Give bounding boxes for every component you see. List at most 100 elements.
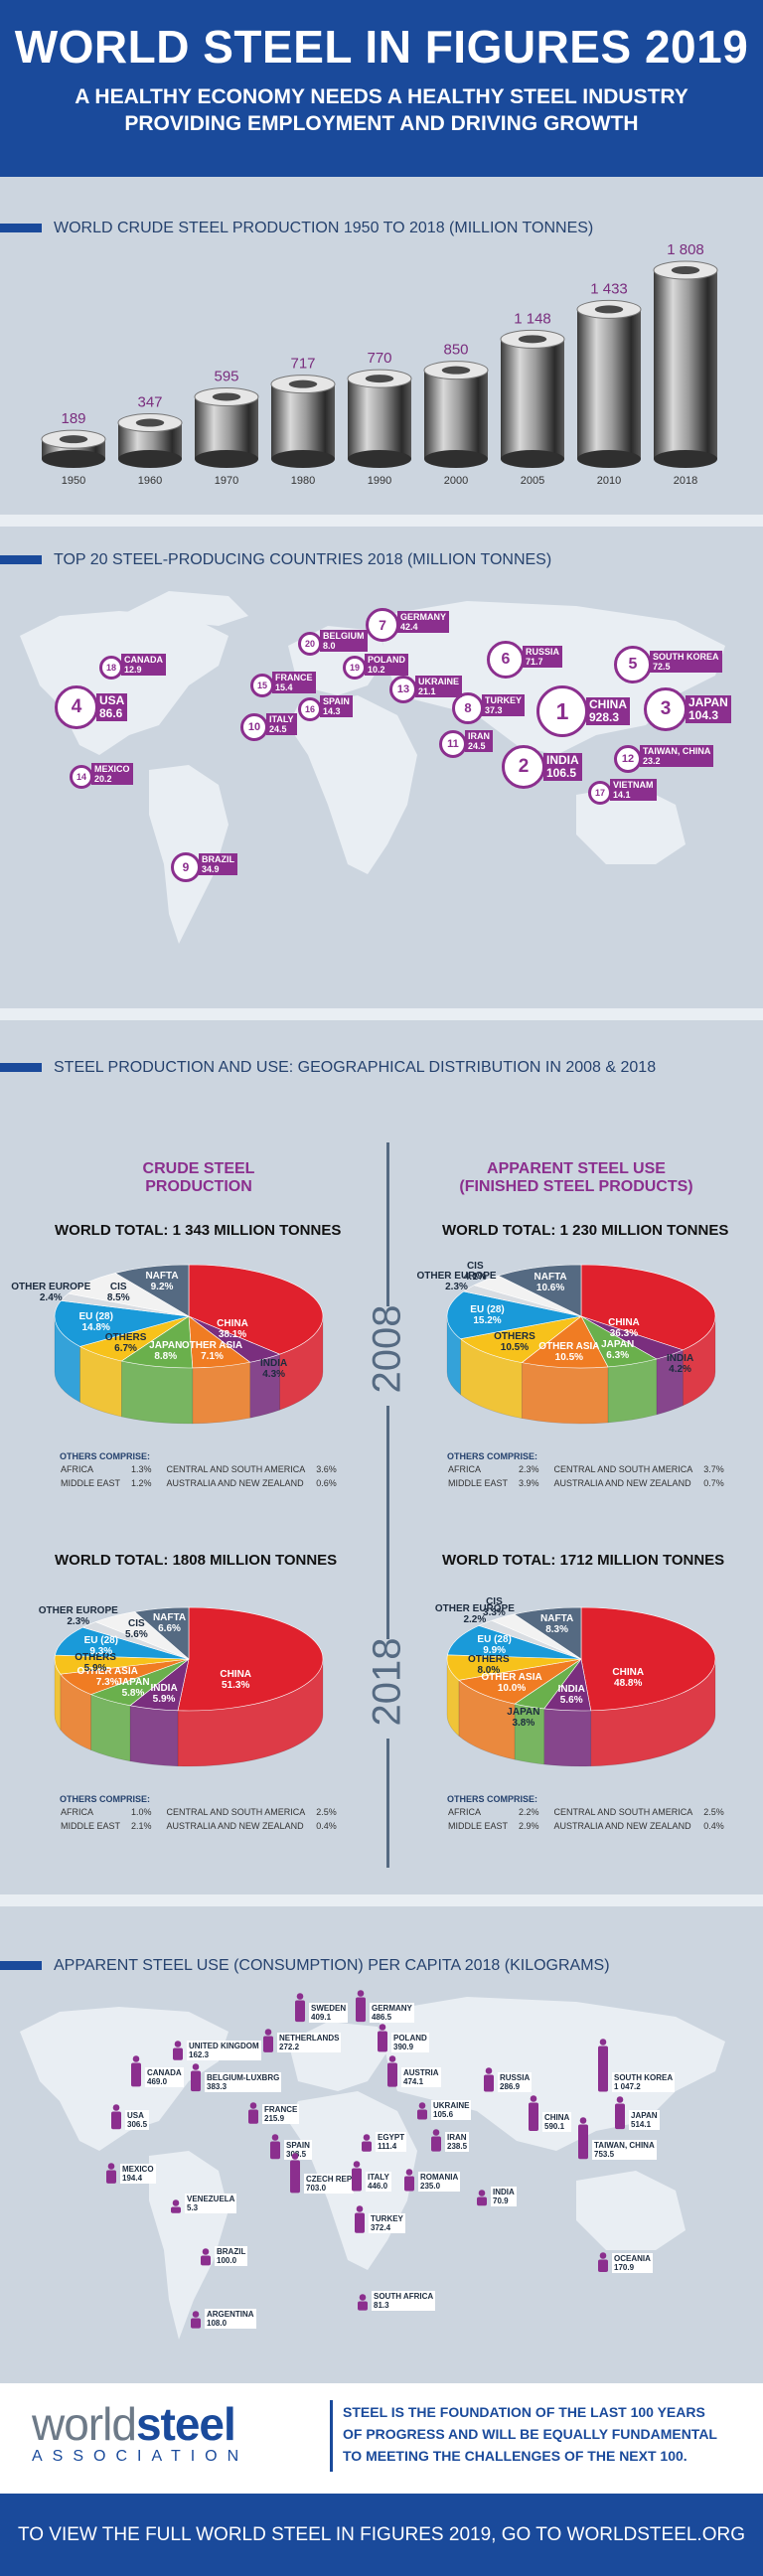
- branding-band: [0, 2383, 763, 2494]
- percapita-label: SWEDEN 409.1: [309, 2003, 349, 2023]
- logo-divider: [330, 2400, 333, 2472]
- rank-marker: 17: [588, 781, 612, 805]
- production-title: WORLD CRUDE STEEL PRODUCTION 1950 TO 201…: [0, 220, 593, 239]
- cylinder-value: 717: [290, 356, 315, 373]
- rank-marker: 14: [70, 765, 93, 789]
- cylinder-1980: [270, 375, 336, 468]
- pie-slice-top: [521, 1315, 609, 1369]
- cylinder-2000: [423, 361, 489, 468]
- person-icon: [129, 2055, 143, 2092]
- rank-marker: 9: [171, 852, 201, 882]
- slice-label: CIS 5.6%: [124, 1617, 148, 1640]
- slice-label: CHINA 48.8%: [612, 1667, 645, 1690]
- slice-label: OTHERS 10.5%: [494, 1330, 535, 1353]
- separator: [0, 1894, 763, 1906]
- slice-label: JAPAN 8.8%: [149, 1340, 183, 1363]
- separator: [0, 1008, 763, 1020]
- rank-marker: 8: [452, 692, 484, 724]
- cylinder-value: 1 433: [590, 280, 628, 297]
- slice-label: INDIA 5.9%: [150, 1683, 178, 1706]
- slice-label: EU (28) 15.2%: [470, 1304, 505, 1327]
- country-label: POLAND 10.2: [365, 654, 408, 676]
- percapita-label: ROMANIA 235.0: [418, 2172, 461, 2192]
- percapita-label: IRAN 238.5: [445, 2132, 470, 2152]
- crude-steel-heading-1: CRUDE STEEL: [142, 1160, 255, 1177]
- pie-slice-top: [188, 1264, 324, 1355]
- production-chart: 189 1950 347 1960 595 1970 717 1980 770 1990 850 20…: [41, 241, 718, 487]
- slice-label: NAFTA 10.6%: [534, 1271, 567, 1293]
- percapita-label: TAIWAN, CHINA 753.5: [592, 2140, 657, 2160]
- pie-slice-top: [54, 1299, 190, 1347]
- cylinder-value: 1 808: [667, 241, 704, 258]
- cylinder-year: 2000: [444, 475, 468, 487]
- pie-slice-side: [521, 1362, 609, 1425]
- cylinder-2005: [500, 329, 565, 468]
- cylinder-1970: [194, 386, 259, 468]
- percapita-label: UNITED KINGDOM 162.3: [187, 2041, 261, 2060]
- person-icon: [171, 2040, 185, 2065]
- year-2018-label: 2018: [365, 1637, 409, 1727]
- person-icon: [189, 2063, 203, 2097]
- slice-label: OTHERS 8.0%: [468, 1654, 510, 1677]
- person-icon: [613, 2096, 627, 2135]
- tagline: STEEL IS THE FOUNDATION OF THE LAST 100 …: [343, 2401, 717, 2467]
- country-label: MEXICO 20.2: [91, 763, 133, 785]
- pie-chart: [54, 1264, 324, 1425]
- separator: [0, 515, 763, 527]
- footer-link[interactable]: TO VIEW THE FULL WORLD STEEL IN FIGURES …: [0, 2494, 763, 2576]
- slice-label: EU (28) 9.3%: [83, 1634, 119, 1657]
- percapita-label: SOUTH KOREA 1 047.2: [612, 2072, 676, 2092]
- rank-marker: 12: [614, 745, 642, 773]
- country-label: USA 86.6: [96, 693, 128, 721]
- apparent-use-heading: APPARENT STEEL USE (FINISHED STEEL PRODU…: [452, 1160, 700, 1196]
- percapita-title-text: APPARENT STEEL USE (CONSUMPTION) PER CAP…: [54, 1957, 610, 1974]
- cylinder-value: 1 148: [514, 310, 551, 327]
- percapita-label: AUSTRIA 474.1: [401, 2067, 441, 2087]
- person-icon: [429, 2129, 443, 2157]
- pie-slice-top: [446, 1290, 582, 1340]
- percapita-label: JAPAN 514.1: [629, 2110, 660, 2130]
- slice-label: OTHER ASIA 7.1%: [181, 1340, 243, 1363]
- cylinder-year: 1980: [291, 475, 315, 487]
- others-comprise: OTHERS COMPRISE: AFRICA 1.3% CENTRAL AND SO…: [60, 1451, 337, 1488]
- title-bar-icon: [0, 224, 42, 233]
- person-icon: [288, 2153, 302, 2198]
- cylinder-year: 2018: [674, 475, 697, 487]
- percapita-label: UKRAINE 105.6: [431, 2100, 472, 2120]
- crude-steel-heading: CRUDE STEEL PRODUCTION: [99, 1160, 298, 1196]
- person-icon: [360, 2133, 374, 2157]
- slice-label: OTHERS 5.9%: [75, 1651, 116, 1674]
- others-comprise: OTHERS COMPRISE: AFRICA 2.3% CENTRAL AND SO…: [447, 1451, 724, 1488]
- slice-label: OTHER ASIA 7.3%: [76, 1666, 138, 1689]
- distribution-title-text: STEEL PRODUCTION AND USE: GEOGRAPHICAL D…: [54, 1059, 657, 1076]
- rank-marker: 20: [298, 632, 322, 656]
- slice-label: OTHER EUROPE 2.3%: [38, 1604, 118, 1627]
- world-total: WORLD TOTAL: 1 230 MILLION TONNES: [442, 1222, 729, 1239]
- center-divider: [386, 1142, 389, 1868]
- country-label: IRAN 24.5: [465, 730, 493, 752]
- person-icon: [475, 2190, 489, 2211]
- others-comprise: OTHERS COMPRISE: AFRICA 2.2% CENTRAL AND SO…: [447, 1794, 724, 1831]
- cylinder-year: 1960: [138, 475, 162, 487]
- pie-slice-top: [513, 1606, 582, 1660]
- person-icon: [261, 2028, 275, 2057]
- pie-slice-top: [55, 1626, 190, 1660]
- percapita-label: FRANCE 215.9: [262, 2104, 300, 2124]
- cylinder-year: 2010: [597, 475, 621, 487]
- logo-sub: ASSOCIATION: [32, 2448, 249, 2465]
- person-icon: [354, 1990, 368, 2028]
- person-icon: [109, 2104, 123, 2135]
- rank-marker: 15: [250, 674, 274, 697]
- header: WORLD STEEL IN FIGURES 2019 A HEALTHY EC…: [0, 0, 763, 177]
- country-label: SOUTH KOREA 72.5: [650, 651, 722, 673]
- person-icon: [199, 2248, 213, 2271]
- slice-label: INDIA 5.6%: [557, 1684, 585, 1707]
- page-title: WORLD STEEL IN FIGURES 2019: [14, 21, 749, 73]
- pie-slice-top: [497, 1264, 582, 1317]
- country-label: BRAZIL 34.9: [199, 853, 237, 875]
- rank-marker: 11: [439, 730, 467, 758]
- slice-label: EU (28) 9.9%: [477, 1634, 512, 1657]
- slice-label: CHINA 51.3%: [220, 1668, 252, 1691]
- slice-label: OTHERS 6.7%: [104, 1331, 147, 1354]
- pie-chart: [446, 1264, 716, 1425]
